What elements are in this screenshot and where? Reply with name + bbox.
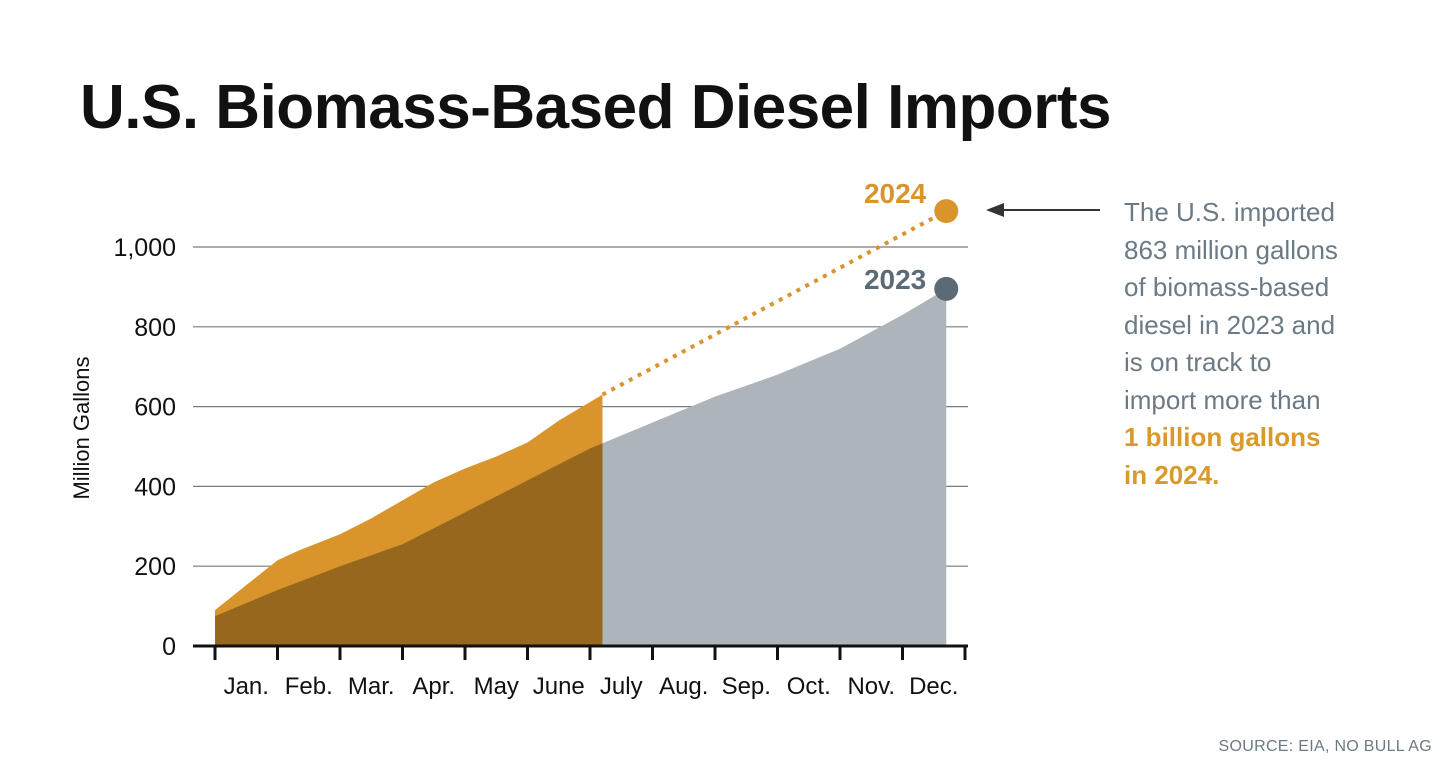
annotation-line: 863 million gallons (1124, 234, 1338, 265)
x-tick-label: July (600, 673, 643, 700)
x-tick-label: Dec. (909, 673, 958, 700)
y-tick-label: 0 (162, 633, 176, 661)
x-tick-label: Feb. (285, 673, 333, 700)
marker-2024 (934, 199, 959, 224)
x-tick-label: June (533, 673, 585, 700)
y-axis-label: Million Gallons (69, 356, 94, 499)
x-tick-label: Apr. (412, 673, 455, 700)
x-tick-label: Jan. (224, 673, 269, 700)
source-note: SOURCE: EIA, NO BULL AG (1218, 738, 1432, 755)
annotation-arrow (986, 203, 1100, 217)
series-areas (215, 209, 948, 646)
y-axis-ticks: 0 200 400 600 800 1,000 (113, 234, 176, 661)
y-tick-label: 1,000 (113, 234, 176, 262)
chart-title: U.S. Biomass-Based Diesel Imports (80, 73, 1111, 142)
x-tick-label: Oct. (787, 673, 831, 700)
marker-2023 (934, 276, 959, 301)
y-tick-label: 800 (134, 314, 176, 342)
y-tick-label: 600 (134, 394, 176, 422)
series-markers: 2023 2024 (864, 178, 959, 301)
x-tick-label: May (474, 673, 519, 700)
series-label-2023: 2023 (864, 264, 926, 295)
annotation-line: import more than (1124, 384, 1321, 415)
x-tick-label: Mar. (348, 673, 395, 700)
annotation-line: of biomass-based (1124, 272, 1330, 302)
annotation-line: The U.S. imported (1124, 197, 1335, 227)
annotation-highlight-line: in 2024. (1124, 459, 1220, 490)
y-tick-label: 200 (134, 553, 176, 581)
x-tick-label: Aug. (659, 673, 708, 700)
annotation-line: is on track to (1124, 347, 1272, 377)
x-tick-label: Nov. (847, 673, 895, 700)
annotation-line: diesel in 2023 and (1124, 309, 1336, 340)
y-tick-label: 400 (134, 473, 176, 501)
area-overlap (215, 394, 603, 646)
annotation-highlight-line: 1 billion gallons (1124, 422, 1321, 452)
series-label-2024: 2024 (864, 178, 927, 209)
x-tick-label: Sep. (722, 673, 771, 700)
annotation-text: The U.S. imported 863 million gallons of b… (1124, 194, 1424, 494)
x-axis: Jan. Feb. Mar. Apr. May June July Aug. Sep. Oct. N… (193, 644, 968, 700)
